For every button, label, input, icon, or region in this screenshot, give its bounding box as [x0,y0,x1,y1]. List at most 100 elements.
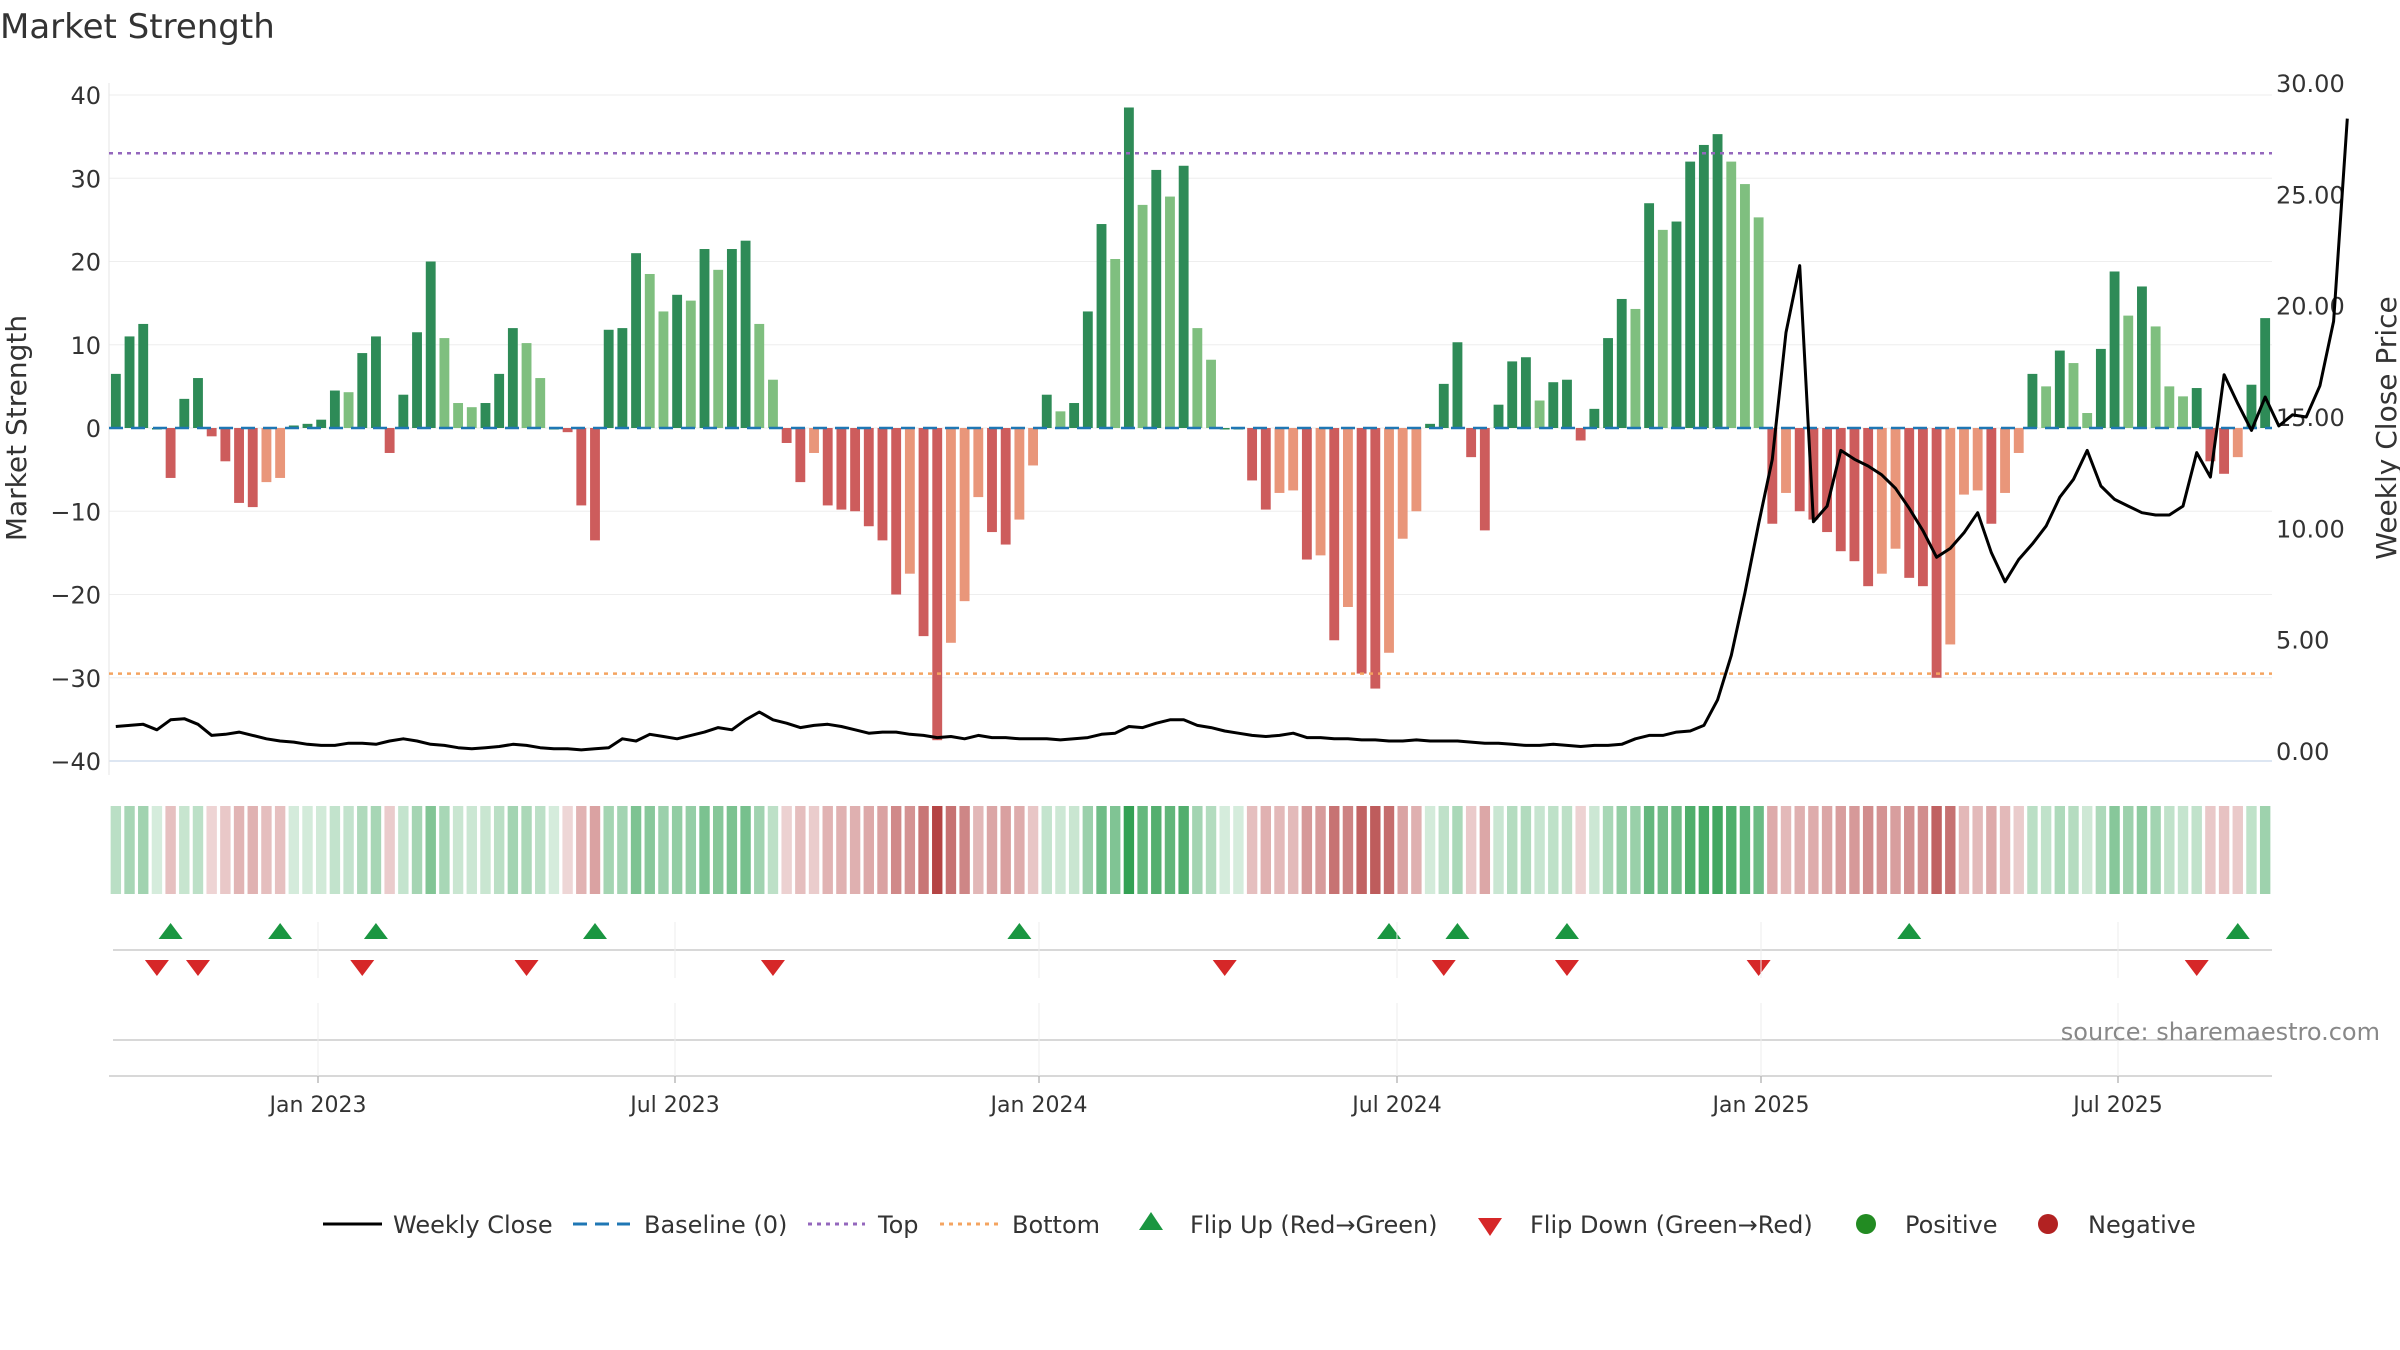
strength-bar [1863,428,1874,587]
heat-cell [1233,806,1244,894]
x-tick-label: Jan 2025 [1711,1093,1810,1118]
heat-cell [247,806,258,894]
strength-bar [1411,428,1422,512]
strength-bar [1082,311,1093,428]
heat-cell [1780,806,1792,894]
legend-flip-down-icon [1478,1218,1502,1236]
heat-cell [1246,806,1258,894]
strength-bar [850,428,861,512]
heat-cell [2246,806,2257,894]
x-axis: Jan 2023 Jul 2023 Jan 2024 Jul 2024 Jan 2025… [109,922,2272,1118]
heat-cell [2150,806,2161,894]
heat-cell [2232,806,2243,894]
flip-down-marker [350,960,375,976]
left-axis-label: Market Strength [0,315,33,541]
heat-cell [795,806,806,894]
heat-cell [1945,806,1956,894]
legend-positive-label: Positive [1905,1211,1998,1239]
heat-cell [1274,806,1285,894]
strength-bar [1370,428,1381,689]
heat-cell [2068,806,2079,894]
strength-bar [1972,428,1983,491]
flip-down-marker [1554,960,1579,976]
strength-bar [439,338,450,428]
legend-close-label: Weekly Close [393,1211,553,1239]
flip-down-marker [1431,960,1456,976]
strength-bar [987,428,997,533]
strength-bar [590,428,600,541]
heat-cell [1520,806,1532,894]
strength-bar [2000,428,2010,493]
strength-bar [1041,394,1052,428]
legend: Weekly Close Baseline (0) Top Bottom Fli… [323,1211,2196,1239]
strength-bar [2068,363,2079,428]
heat-cell [1507,806,1518,894]
heat-cell [548,806,560,894]
strength-bar [138,323,149,428]
strength-bar [1781,428,1791,493]
flip-up-marker [1554,923,1579,939]
strength-bar [603,329,614,428]
heat-cell [1342,806,1354,894]
strength-bar [1329,428,1340,641]
heat-cell [836,806,847,894]
heat-cell [302,806,313,894]
heat-cell [343,806,354,894]
strength-bar [1219,428,1230,430]
strength-bar [1493,404,1504,428]
flip-down-marker [144,960,169,976]
heat-cell [1835,806,1846,894]
strength-bar [740,240,751,428]
strength-bar [1028,428,1038,466]
heat-cell [1958,806,1970,894]
strength-bar [1698,144,1709,428]
heat-cell [1465,806,1477,894]
heat-cell [890,806,902,894]
strength-bar [398,394,409,428]
legend-negative-label: Negative [2088,1211,2196,1239]
right-tick-label: 10.00 [2276,515,2345,543]
heat-cell [315,806,327,894]
heat-cell [2054,806,2066,894]
strength-bar [521,343,532,428]
heat-cell [1575,806,1586,894]
strength-heat-strip [110,806,2271,894]
strength-bar [822,428,833,506]
heat-cell [1849,806,1860,894]
strength-bar [2013,428,2024,453]
strength-bar [1000,428,1011,545]
heat-cell [521,806,532,894]
heat-cell [699,806,710,894]
flip-down-marker [2184,960,2209,976]
strength-bar [1479,428,1490,531]
heat-cell [466,806,477,894]
heat-cell [603,806,614,894]
strength-bar [453,403,464,428]
heat-cell [1096,806,1107,894]
heat-cell [1205,806,1217,894]
reference-lines [109,152,2272,675]
strength-bar [1835,428,1846,552]
strength-bar [193,378,203,428]
left-tick-label: −20 [50,582,101,610]
heat-cell [1178,806,1189,894]
heat-cell [904,806,916,894]
strength-bar [275,428,286,478]
heat-cell [2259,806,2271,894]
strength-bar [2137,286,2147,428]
heat-cell [1055,806,1066,894]
heat-cell [986,806,998,894]
weekly-close-line [115,118,2349,752]
strength-bar [2082,413,2093,428]
legend-bottom-label: Bottom [1012,1211,1100,1239]
right-tick-label: 30.00 [2276,70,2345,98]
heat-cell [535,806,546,894]
heat-cell [959,806,970,894]
heat-cell [1684,806,1696,894]
strength-bar [1123,107,1134,429]
strength-bar [1630,308,1641,428]
strength-bar [562,428,573,433]
strength-bar [247,428,258,508]
